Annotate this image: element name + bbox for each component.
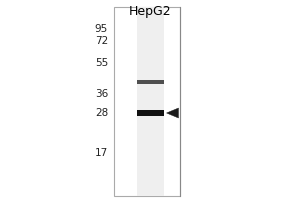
Bar [136,7,164,196]
Bar [136,80,164,84]
Text: 36: 36 [95,89,108,99]
Text: 95: 95 [95,24,108,34]
Text: 55: 55 [95,58,108,68]
Polygon shape [167,108,178,118]
Bar [114,7,180,196]
Bar [136,110,164,116]
Text: 72: 72 [95,36,108,46]
Text: HepG2: HepG2 [129,5,171,18]
Text: 28: 28 [95,108,108,118]
Text: 17: 17 [95,148,108,158]
